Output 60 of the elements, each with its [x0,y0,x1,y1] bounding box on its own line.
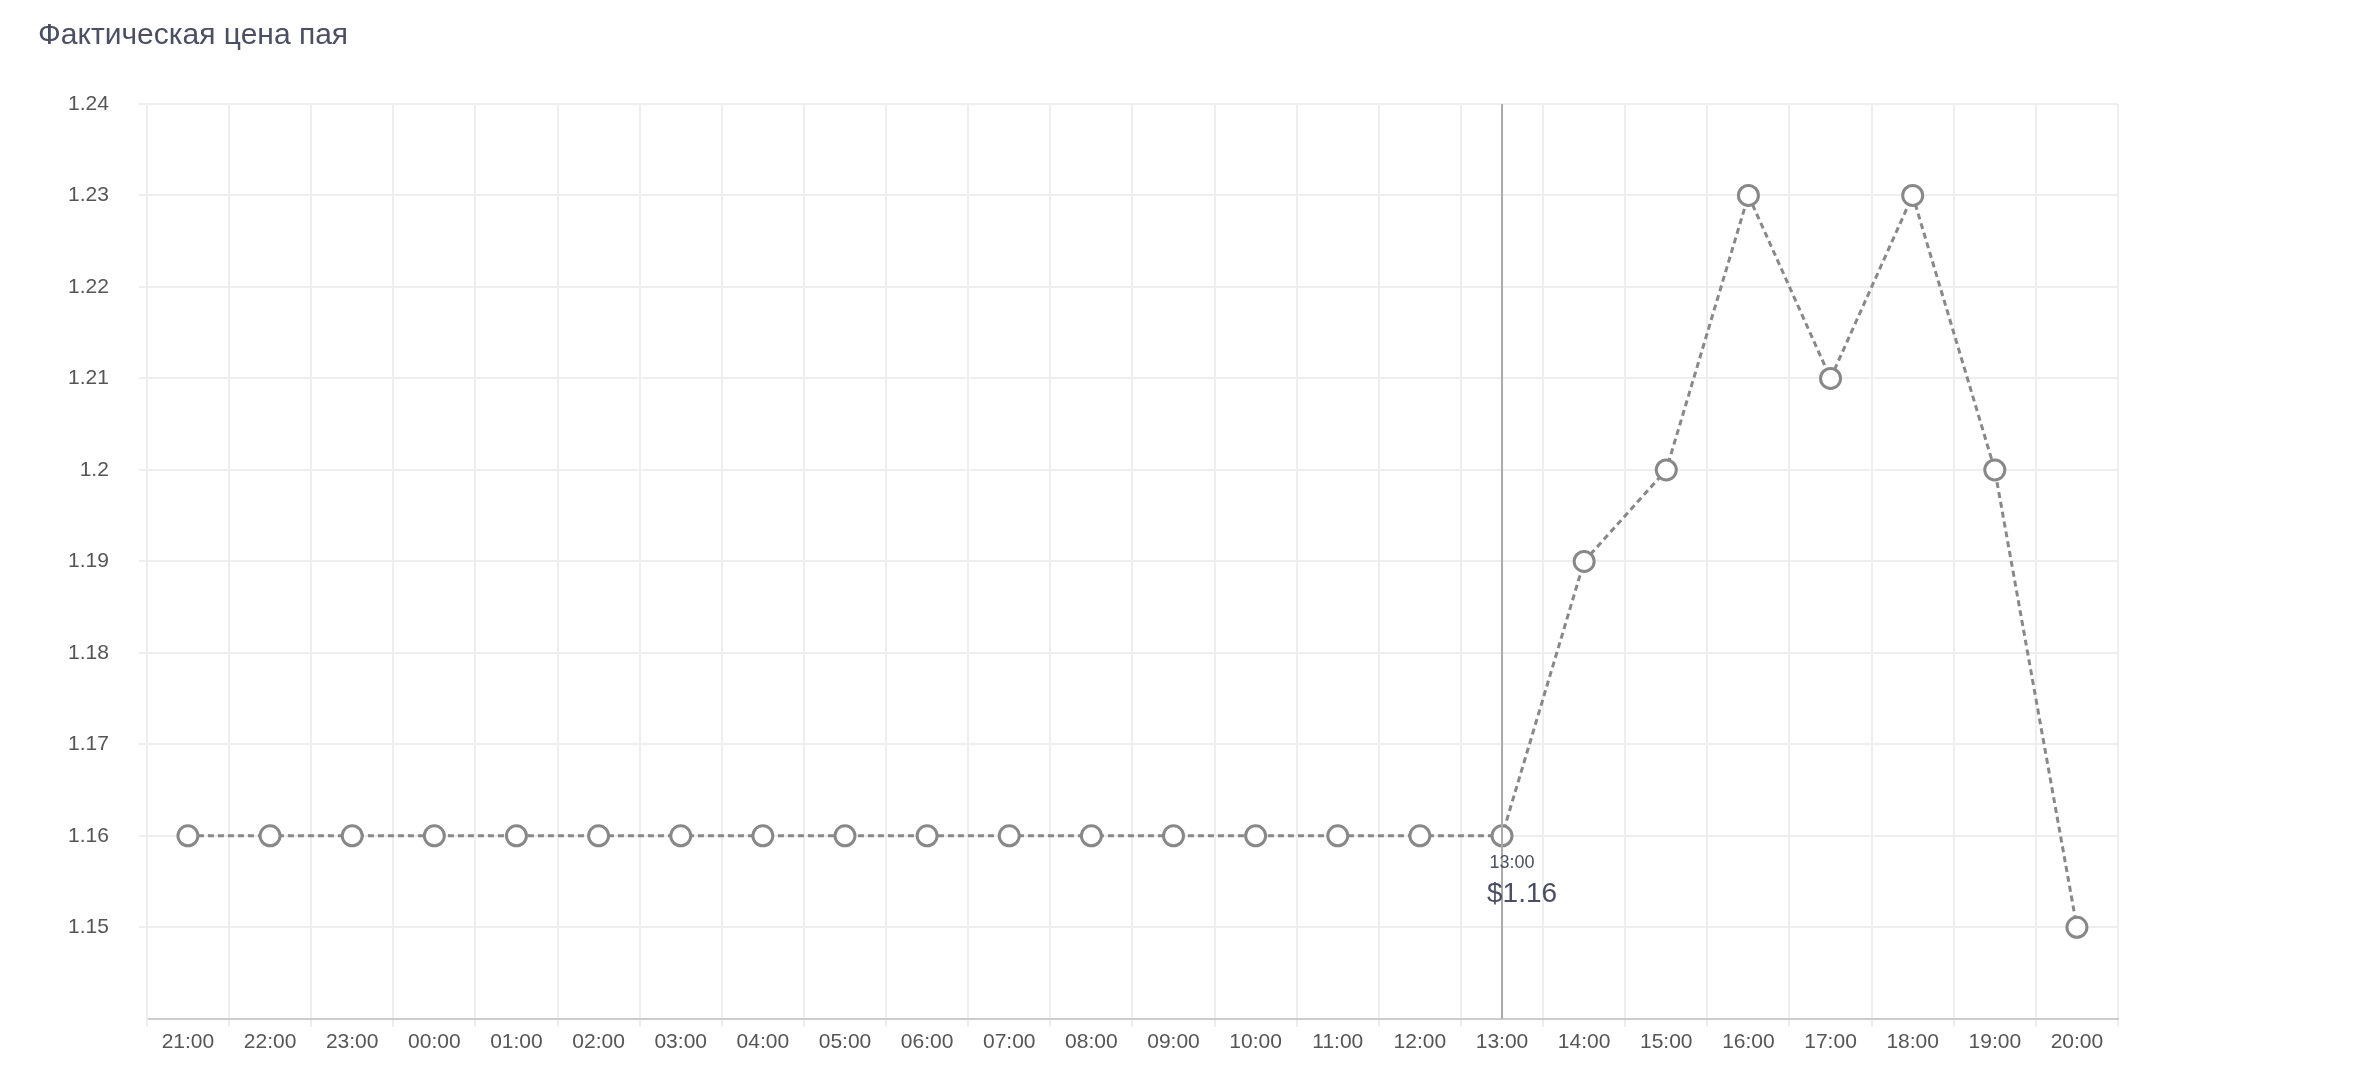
point [1326,824,1350,848]
point [422,824,446,848]
point [504,824,528,848]
x-tick-label: 07:00 [982,1029,1036,1053]
x-tick-label: 22:00 [243,1029,297,1053]
point [1654,458,1678,482]
x-tick-label: 21:00 [161,1029,215,1053]
point [751,824,775,848]
x-tick-label: 19:00 [1968,1029,2022,1053]
x-tick-label: 02:00 [572,1029,625,1053]
point [1572,549,1596,573]
y-tick-label: 1.23 [68,182,109,206]
point [1901,183,1925,207]
point [2065,915,2089,939]
point [587,824,611,848]
y-tick-label: 1.21 [68,365,109,389]
point [1819,366,1843,390]
y-tick-label: 1.22 [68,273,109,297]
point [1244,824,1268,848]
chart-title: Фактическая цена пая [38,17,349,51]
x-tick-label: 06:00 [900,1029,954,1053]
x-tick-label: 08:00 [1065,1029,1118,1053]
x-tick-label: 18:00 [1886,1029,1939,1053]
y-tick-label: 1.16 [68,822,109,846]
y-tick-label: 1.19 [68,548,109,572]
point [997,824,1021,848]
x-tick-label: 10:00 [1229,1029,1282,1053]
y-tick-label: 1.18 [68,639,109,663]
x-tick-label: 05:00 [818,1029,872,1053]
point [258,824,282,848]
x-tick-label: 11:00 [1312,1029,1364,1053]
point [1079,824,1103,848]
point [1736,183,1760,207]
y-tick-label: 1.15 [68,914,109,938]
x-tick-label: 15:00 [1640,1029,1693,1053]
x-tick-label: 01:00 [490,1029,543,1053]
x-tick-label: 12:00 [1393,1029,1447,1053]
annotation: 13:00 [1489,851,1535,872]
point [669,824,693,848]
point [833,824,857,848]
x-tick-label: 00:00 [408,1029,461,1053]
y-tick-label: 1.2 [79,456,109,480]
x-tick-label: 09:00 [1147,1029,1200,1053]
x-tick-label: 16:00 [1722,1029,1775,1053]
point [340,824,364,848]
point [915,824,939,848]
point [176,824,200,848]
x-tick-label: 20:00 [2050,1029,2104,1053]
point [1162,824,1185,848]
x-tick-label: 04:00 [736,1029,790,1053]
annotation: $1.16 [1486,876,1558,908]
x-tick-label: 17:00 [1804,1029,1857,1053]
x-tick-label: 14:00 [1557,1029,1611,1053]
x-tick-label: 23:00 [325,1029,379,1053]
x-tick-label: 03:00 [654,1029,707,1053]
y-tick-label: 1.24 [68,90,110,114]
y-tick-label: 1.17 [68,731,109,755]
point [1408,824,1432,848]
point [1983,458,2007,482]
x-tick-label: 13:00 [1475,1029,1529,1053]
